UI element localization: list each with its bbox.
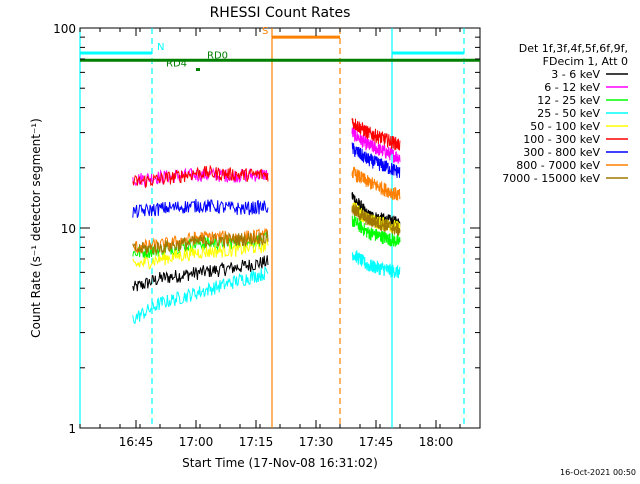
x-tick-label-0: 16:45 <box>119 435 154 449</box>
legend-entry-6: 300 - 800 keV <box>523 146 600 159</box>
data-series <box>132 118 401 324</box>
legend: Det 1f,3f,4f,5f,6f,9f,FDecim 1, Att 03 -… <box>502 42 628 185</box>
y-tick-label-2: 100 <box>53 22 76 36</box>
x-tick-label-1: 17:00 <box>179 435 214 449</box>
series-trace-4-segment-0 <box>132 238 269 270</box>
x-tick-label-4: 17:45 <box>359 435 394 449</box>
series-trace-7-segment-0 <box>132 227 269 254</box>
series-trace-8-segment-1 <box>351 203 401 236</box>
y-tick-label-1: 10 <box>61 222 76 236</box>
series-trace-1-segment-1 <box>351 127 401 164</box>
legend-entry-2: 12 - 25 keV <box>537 94 600 107</box>
flag-label-1: S <box>262 26 268 37</box>
axes: 16:45 17:00 17:15 17:30 17:45 18:00 1 10 100 <box>53 22 481 449</box>
legend-entry-5: 100 - 300 keV <box>523 133 600 146</box>
chart-title: RHESSI Count Rates <box>210 5 351 21</box>
y-axis-label: Count Rate (s⁻¹ detector segment⁻¹) <box>29 118 43 338</box>
plot-frame <box>79 27 481 429</box>
flag-label-3: RD4 <box>166 59 187 70</box>
series-trace-0-segment-0 <box>132 255 269 292</box>
series-trace-6-segment-0 <box>132 198 269 218</box>
y-tick-label-0: 1 <box>68 422 76 436</box>
x-tick-label-5: 18:00 <box>419 435 454 449</box>
legend-header-line-0: Det 1f,3f,4f,5f,6f,9f, <box>519 42 628 55</box>
flag-label-4: RD0 <box>207 50 228 61</box>
x-tick-label-2: 17:15 <box>239 435 274 449</box>
footer-timestamp: 16-Oct-2021 00:50 <box>560 468 636 477</box>
legend-entry-0: 3 - 6 keV <box>551 68 600 81</box>
legend-header-line-1: FDecim 1, Att 0 <box>543 55 628 68</box>
series-trace-5-segment-1 <box>351 118 401 151</box>
series-trace-3-segment-1 <box>351 250 401 279</box>
legend-entry-4: 50 - 100 keV <box>530 120 600 133</box>
series-trace-5-segment-0 <box>132 164 269 189</box>
x-tick-label-3: 17:30 <box>299 435 334 449</box>
legend-entry-7: 800 - 7000 keV <box>516 159 600 172</box>
series-trace-8-segment-0 <box>132 230 269 256</box>
x-axis-label: Start Time (17-Nov-08 16:31:02) <box>182 456 378 470</box>
legend-entry-1: 6 - 12 keV <box>544 81 600 94</box>
series-trace-0-segment-1 <box>351 192 401 232</box>
series-trace-3-segment-0 <box>132 266 269 324</box>
flag-label-0: N <box>157 42 164 53</box>
time-markers <box>79 28 465 428</box>
legend-entry-3: 25 - 50 keV <box>537 107 600 120</box>
series-trace-6-segment-1 <box>351 142 401 178</box>
status-flag-bars: N S RD4 RD0 <box>80 26 480 72</box>
series-trace-7-segment-1 <box>351 166 401 201</box>
legend-entry-8: 7000 - 15000 keV <box>502 172 600 185</box>
